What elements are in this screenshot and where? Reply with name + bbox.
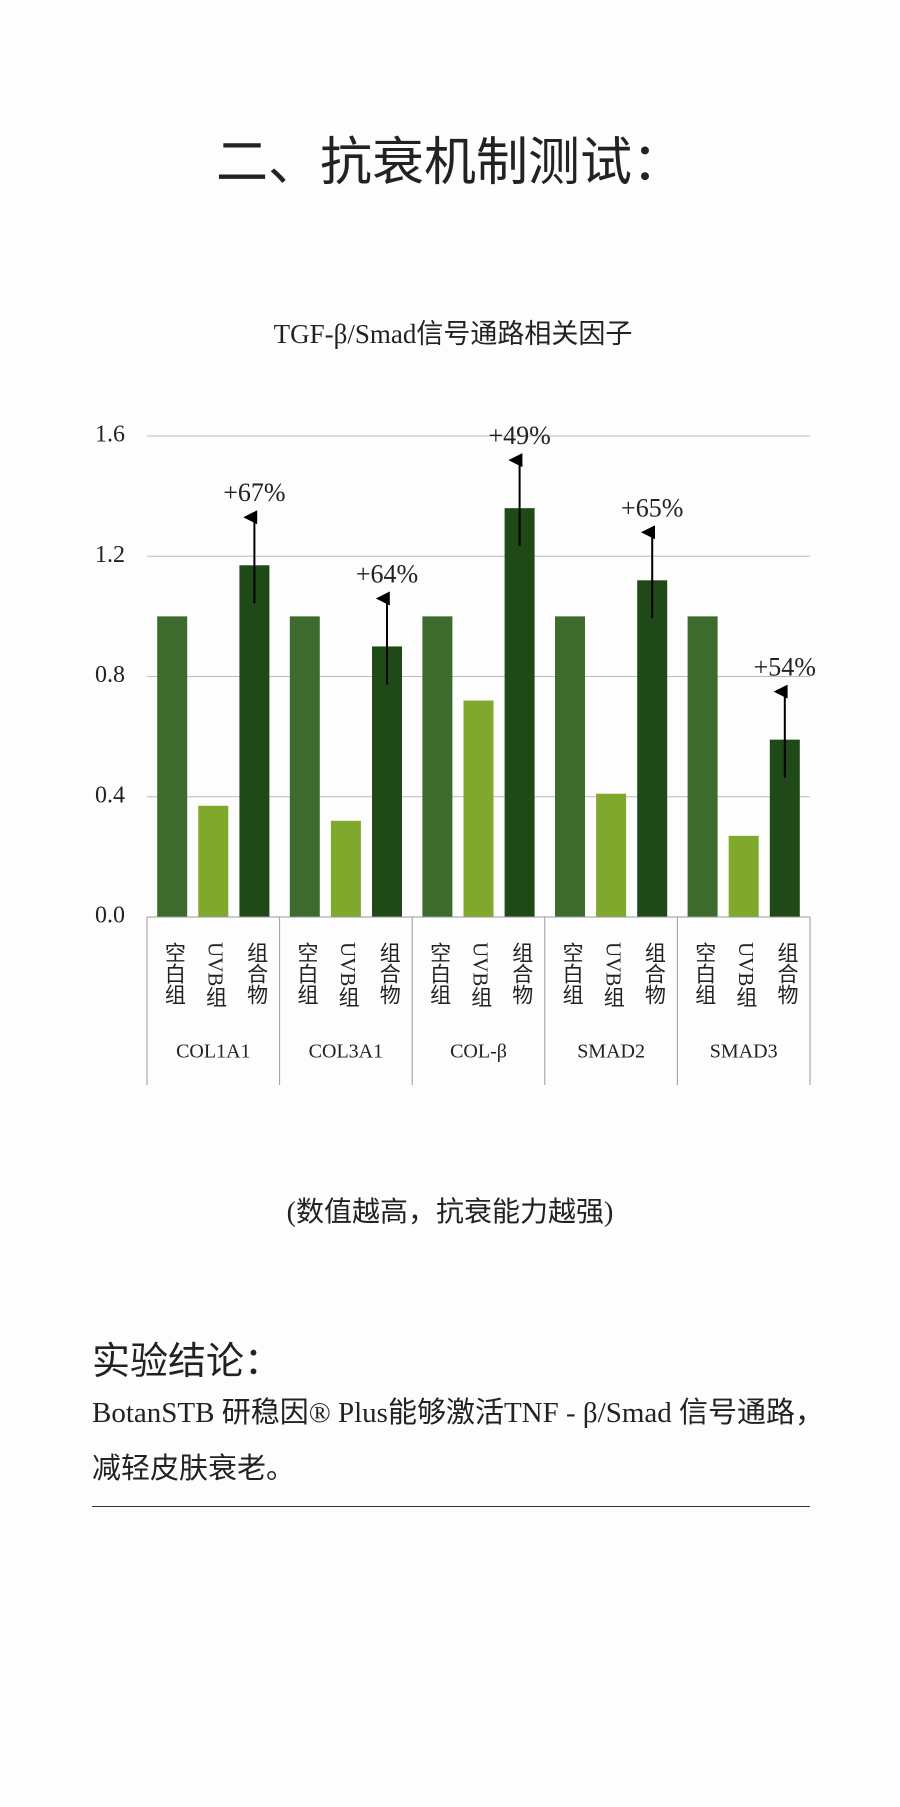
bar <box>372 646 403 917</box>
y-tick-label: 0.0 <box>95 903 125 929</box>
y-tick-label: 1.6 <box>95 422 125 448</box>
bar <box>596 793 627 917</box>
chart-title: TGF-β/Smad信号通路相关因子 <box>274 319 633 349</box>
x-tick-label: COL1A1 <box>176 1041 250 1063</box>
note: (数值越高，抗衰能力越强) <box>286 1197 614 1228</box>
series-label: 空白组 <box>162 942 186 1005</box>
annotation: +67% <box>223 478 285 507</box>
conclusion-text: BotanSTB 研稳因® Plus能够激活TNF - β/Smad 信号通路，… <box>92 1397 825 1485</box>
series-label: UVB组 <box>469 942 493 1007</box>
x-tick-label: SMAD2 <box>577 1041 645 1063</box>
bar <box>728 835 759 917</box>
annotation: +64% <box>356 559 418 588</box>
bar <box>687 616 718 917</box>
y-tick-label: 1.2 <box>95 542 125 568</box>
series-label: 组合物 <box>245 942 269 1005</box>
bar <box>637 580 668 917</box>
series-label: 组合物 <box>510 942 534 1005</box>
bar <box>198 805 229 917</box>
annotation: +65% <box>621 493 683 522</box>
chart: TGF-β/Smad信号通路相关因子 0.0 0.4 0.8 1.2 1.6 COL1A1… <box>95 319 816 1085</box>
y-tick-label: 0.8 <box>95 662 125 688</box>
bar <box>330 820 361 917</box>
bar <box>504 508 535 917</box>
bar <box>289 616 320 917</box>
divider <box>92 1506 810 1507</box>
series-label: 空白组 <box>295 942 319 1005</box>
series-label: UVB组 <box>734 942 758 1007</box>
annotation: +49% <box>488 421 550 450</box>
bar <box>463 700 494 917</box>
bar <box>554 616 585 917</box>
series-label: UVB组 <box>336 942 360 1007</box>
conclusion-heading: 实验结论： <box>92 1341 283 1383</box>
series-label: 空白组 <box>428 942 452 1005</box>
x-tick-label: SMAD3 <box>710 1041 778 1063</box>
series-label: 组合物 <box>642 942 666 1005</box>
x-tick-label: COL3A1 <box>309 1041 383 1063</box>
page-title: 二、抗衰机制测试： <box>215 135 684 192</box>
y-tick-label: 0.4 <box>95 782 125 808</box>
series-label: 组合物 <box>775 942 799 1005</box>
series-label: UVB组 <box>601 942 625 1007</box>
bar <box>157 616 188 917</box>
annotation: +54% <box>754 653 816 682</box>
series-label: 组合物 <box>377 942 401 1005</box>
series-label: 空白组 <box>693 942 717 1005</box>
x-tick-label: COL-β <box>450 1041 507 1063</box>
series-label: 空白组 <box>560 942 584 1005</box>
series-label: UVB组 <box>203 942 227 1007</box>
bar <box>239 565 270 917</box>
bar <box>422 616 453 917</box>
